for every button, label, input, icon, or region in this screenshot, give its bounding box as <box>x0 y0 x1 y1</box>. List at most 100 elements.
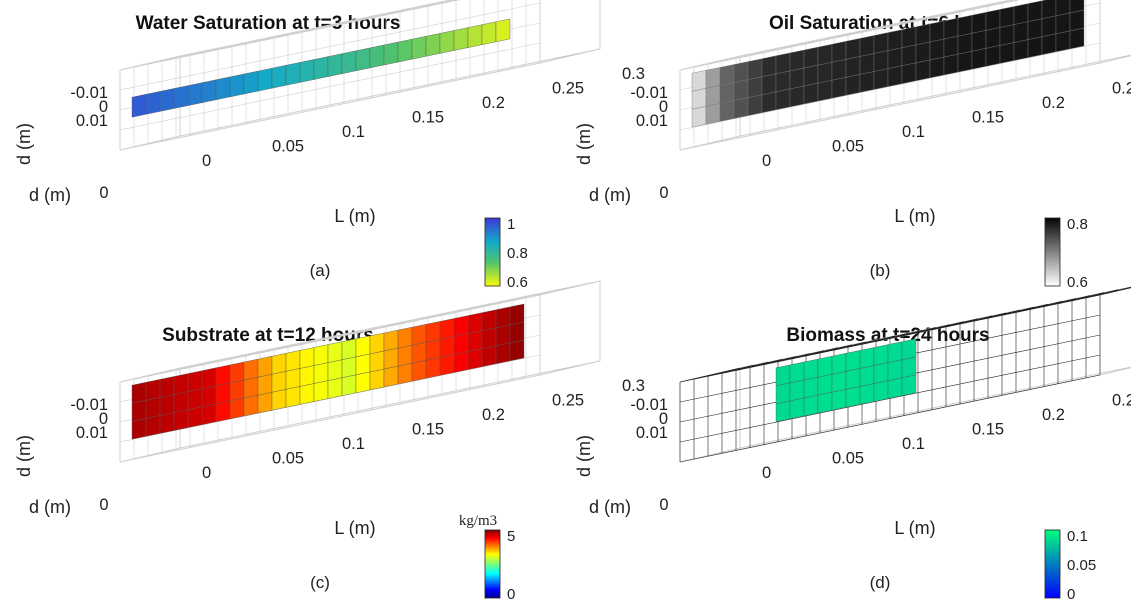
x-tick-label: 0.15 <box>972 109 1004 127</box>
data-cell <box>411 342 427 364</box>
data-cell <box>243 358 259 381</box>
data-cell <box>509 339 525 362</box>
data-cell <box>691 88 707 110</box>
data-cell <box>971 48 987 70</box>
data-cell <box>985 45 1001 67</box>
z-tick-label: -0.01 <box>70 84 108 102</box>
data-cell <box>187 388 203 410</box>
data-cell <box>929 56 945 79</box>
data-cell <box>859 35 875 57</box>
data-cell <box>831 353 847 375</box>
mesh-line <box>119 374 541 463</box>
data-cell <box>1055 12 1071 35</box>
data-cell <box>915 23 931 46</box>
data-cell <box>495 342 511 365</box>
data-cell <box>775 88 791 111</box>
data-cell <box>775 52 791 75</box>
data-cell <box>859 53 875 75</box>
data-cell <box>369 368 385 391</box>
data-cell <box>285 350 301 372</box>
data-cell <box>873 32 889 54</box>
y-axis-label: d (m) <box>29 497 71 517</box>
data-cell <box>145 379 161 401</box>
data-cell <box>999 24 1015 46</box>
chart-panel-c: Substrate at t=12 hours00.050.10.150.20.… <box>14 280 645 603</box>
data-cell <box>733 61 749 83</box>
y-tick-label: 0 <box>99 184 108 202</box>
data-cell <box>887 359 903 381</box>
data-cell <box>131 400 147 422</box>
data-cell <box>425 33 441 57</box>
data-cell <box>481 309 497 331</box>
data-cell <box>229 361 245 384</box>
data-cell <box>495 306 511 329</box>
data-cell <box>887 341 903 363</box>
data-cell <box>453 333 469 355</box>
x-tick-label: 0.1 <box>902 435 925 453</box>
data-cell <box>831 371 847 393</box>
data-cell <box>901 44 917 66</box>
data-cell <box>747 76 763 98</box>
data-cell <box>285 386 301 408</box>
colorbar-tick-label: 0.8 <box>507 245 528 262</box>
data-cell <box>131 418 147 440</box>
data-cell <box>439 30 455 54</box>
data-cell <box>271 353 287 375</box>
data-cell <box>383 41 399 66</box>
z-tick-label: 0.01 <box>76 112 108 130</box>
data-cell <box>341 374 357 396</box>
data-cell <box>775 382 791 405</box>
data-cell <box>257 373 273 396</box>
data-cell <box>789 361 805 384</box>
data-cell <box>789 67 805 90</box>
data-cell <box>1027 36 1043 58</box>
x-tick-label: 0.25 <box>1112 80 1131 98</box>
data-cell <box>439 354 455 376</box>
data-cell <box>817 43 833 66</box>
x-tick-label: 0.25 <box>1112 392 1131 410</box>
mesh-line <box>679 42 1101 131</box>
data-cell <box>467 330 483 352</box>
colorbar-tick-label: 0.8 <box>1067 216 1088 233</box>
data-cell <box>481 345 497 367</box>
data-cell <box>299 59 315 83</box>
y-axis-label: d (m) <box>29 185 71 205</box>
data-cell <box>705 67 721 89</box>
data-cell <box>187 82 203 106</box>
data-cell <box>173 373 189 395</box>
x-ticks: 0 0.05 0.1 0.15 0.2 0.25 0.3 <box>202 377 645 482</box>
data-cell <box>159 88 175 112</box>
data-cell <box>383 347 399 370</box>
data-cell <box>817 373 833 396</box>
x-tick-label: 0.05 <box>272 138 304 156</box>
x-ticks: 0 0.05 0.1 0.15 0.2 0.25 0.3 <box>202 65 645 170</box>
data-cell <box>803 394 819 417</box>
colorbar: 5 0 kg/m3 <box>459 513 516 603</box>
data-cell <box>789 397 805 420</box>
data-cell <box>971 30 987 52</box>
data-cell <box>957 14 973 37</box>
data-cell <box>719 82 735 104</box>
data-cell <box>691 70 707 92</box>
data-cell <box>803 64 819 87</box>
chart-panel-a: Water Saturation at t=3 hours 0 0.05 0.1 0.1… <box>14 0 645 291</box>
data-cell <box>215 76 231 101</box>
data-cell <box>257 391 273 414</box>
data-cell <box>761 73 777 95</box>
data-cell <box>887 65 903 87</box>
data-cell <box>705 85 721 107</box>
data-cell <box>1055 0 1071 17</box>
x-tick-label: 0.05 <box>832 138 864 156</box>
x-tick-label: 0.3 <box>622 377 645 395</box>
data-cell <box>803 46 819 69</box>
mesh-line <box>119 2 541 91</box>
colorbar-tick-label: 0 <box>1067 586 1075 603</box>
data-cell <box>747 94 763 116</box>
x-tick-label: 0.25 <box>552 80 584 98</box>
data-cell <box>957 32 973 55</box>
y-axis-label: d (m) <box>589 497 631 517</box>
y-axis-label: d (m) <box>589 185 631 205</box>
